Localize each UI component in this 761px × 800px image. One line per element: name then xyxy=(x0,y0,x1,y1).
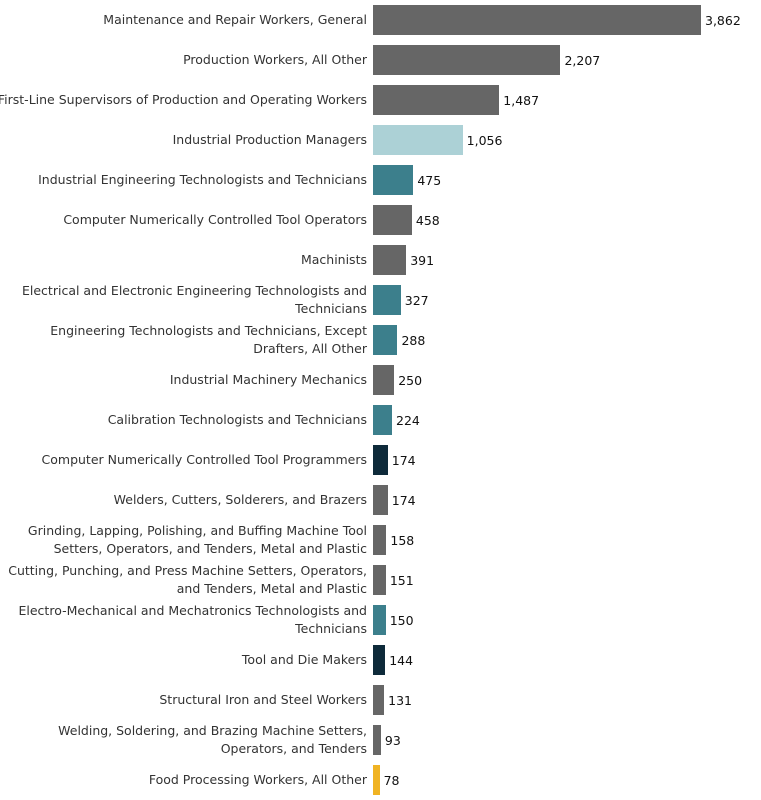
bar[interactable] xyxy=(373,165,414,195)
bar[interactable] xyxy=(373,325,398,355)
category-label: Welding, Soldering, and Brazing Machine … xyxy=(58,723,367,756)
value-label: 158 xyxy=(390,532,415,548)
category-label: Electro-Mechanical and Mechatronics Tech… xyxy=(18,603,368,636)
bar-row: Electrical and Electronic Engineering Te… xyxy=(0,280,761,320)
bar-row: Production Workers, All Other 2,207 xyxy=(0,40,761,80)
category-label: Food Processing Workers, All Other xyxy=(148,772,367,787)
category-label: Grinding, Lapping, Polishing, and Buffin… xyxy=(27,523,367,556)
bar[interactable] xyxy=(373,765,380,795)
bar-row: Industrial Production Managers 1,056 xyxy=(0,120,761,160)
bar-row: Computer Numerically Controlled Tool Pro… xyxy=(0,440,761,480)
bar-row: Calibration Technologists and Technician… xyxy=(0,400,761,440)
value-label: 131 xyxy=(388,692,412,708)
category-label: Maintenance and Repair Workers, General xyxy=(103,12,367,27)
bar-row: Structural Iron and Steel Workers 131 xyxy=(0,680,761,720)
bar-row: Food Processing Workers, All Other 78 xyxy=(0,760,761,800)
bar[interactable] xyxy=(373,725,381,755)
bar-row: Industrial Engineering Technologists and… xyxy=(0,160,761,200)
category-label: First-Line Supervisors of Production and… xyxy=(0,92,367,107)
bar[interactable] xyxy=(373,485,388,515)
bar[interactable] xyxy=(373,365,395,395)
bar-row: Tool and Die Makers 144 xyxy=(0,640,761,680)
value-label: 3,862 xyxy=(705,12,741,28)
bar[interactable] xyxy=(373,565,386,595)
category-label: Industrial Machinery Mechanics xyxy=(169,372,367,387)
category-label: Tool and Die Makers xyxy=(241,652,367,667)
category-label: Production Workers, All Other xyxy=(183,52,367,67)
category-label: Structural Iron and Steel Workers xyxy=(159,692,367,707)
bar-row: Machinists 391 xyxy=(0,240,761,280)
value-label: 2,207 xyxy=(564,52,601,68)
value-label: 174 xyxy=(391,452,416,468)
bar[interactable] xyxy=(373,445,388,475)
bar[interactable] xyxy=(373,645,386,675)
value-label: 144 xyxy=(389,652,414,668)
category-label: Electrical and Electronic Engineering Te… xyxy=(22,283,367,316)
value-label: 327 xyxy=(404,292,429,308)
bar[interactable] xyxy=(373,285,401,315)
category-label: Engineering Technologists and Technician… xyxy=(50,323,367,356)
bar-row: Grinding, Lapping, Polishing, and Buffin… xyxy=(0,520,761,560)
value-label: 224 xyxy=(396,412,420,428)
category-label: Computer Numerically Controlled Tool Pro… xyxy=(41,452,367,467)
category-label: Industrial Engineering Technologists and… xyxy=(38,172,367,187)
category-label: Cutting, Punching, and Press Machine Set… xyxy=(8,563,367,596)
bar[interactable] xyxy=(373,245,407,275)
value-label: 174 xyxy=(391,492,416,508)
bar[interactable] xyxy=(373,405,393,435)
category-label: Computer Numerically Controlled Tool Ope… xyxy=(63,212,367,227)
value-label: 78 xyxy=(383,772,400,788)
bar-row: Industrial Machinery Mechanics 250 xyxy=(0,360,761,400)
value-label: 288 xyxy=(401,332,426,348)
bar-row: Welders, Cutters, Solderers, and Brazers… xyxy=(0,480,761,520)
bar[interactable] xyxy=(373,525,387,555)
bar[interactable] xyxy=(373,85,500,115)
category-label: Machinists xyxy=(300,252,367,267)
category-label: Calibration Technologists and Technician… xyxy=(107,412,367,427)
category-label: Welders, Cutters, Solderers, and Brazers xyxy=(113,492,367,507)
value-label: 93 xyxy=(384,732,401,748)
bar-row: Computer Numerically Controlled Tool Ope… xyxy=(0,200,761,240)
value-label: 391 xyxy=(410,252,435,268)
category-label: Industrial Production Managers xyxy=(172,132,367,147)
bar[interactable] xyxy=(373,5,701,35)
value-label: 475 xyxy=(417,172,442,188)
bar[interactable] xyxy=(373,685,385,715)
bar[interactable] xyxy=(373,125,463,155)
value-label: 1,487 xyxy=(503,92,540,108)
bar-row: Cutting, Punching, and Press Machine Set… xyxy=(0,560,761,600)
value-label: 151 xyxy=(389,572,414,588)
value-label: 1,056 xyxy=(466,132,503,148)
bar-row: Welding, Soldering, and Brazing Machine … xyxy=(0,720,761,760)
bar[interactable] xyxy=(373,605,386,635)
bar[interactable] xyxy=(373,45,561,75)
bar-row: Electro-Mechanical and Mechatronics Tech… xyxy=(0,600,761,640)
bar[interactable] xyxy=(373,205,412,235)
value-label: 250 xyxy=(398,372,423,388)
value-label: 458 xyxy=(415,212,440,228)
bar-row: Maintenance and Repair Workers, General 3… xyxy=(0,0,761,40)
bar-row: First-Line Supervisors of Production and… xyxy=(0,80,761,120)
value-label: 150 xyxy=(389,612,414,628)
bar-row: Engineering Technologists and Technician… xyxy=(0,320,761,360)
